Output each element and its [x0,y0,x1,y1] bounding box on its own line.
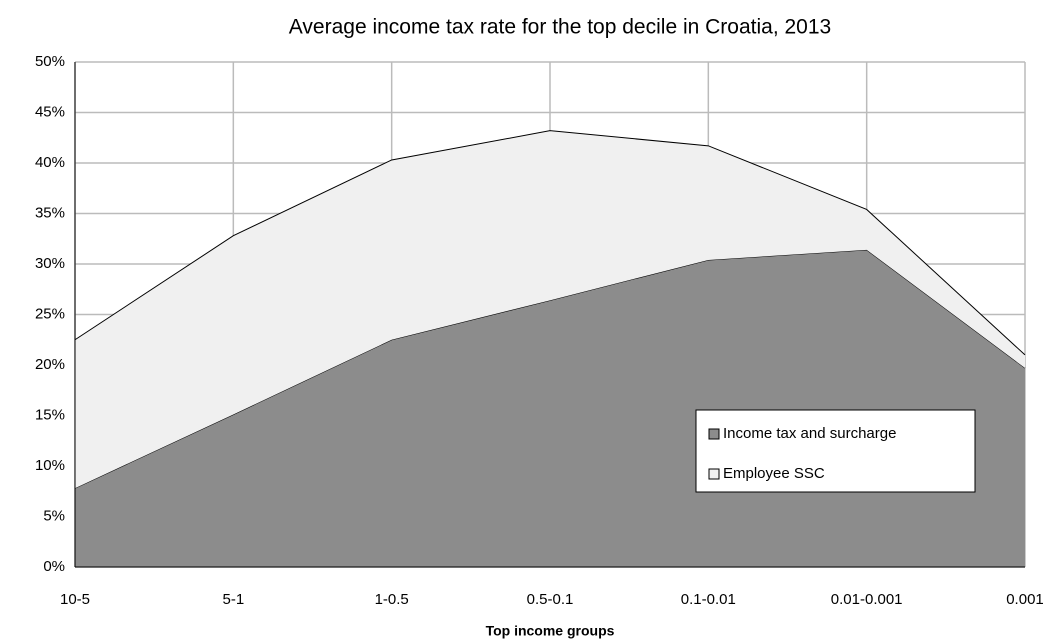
chart-title: Average income tax rate for the top deci… [289,16,831,39]
y-tick-label: 50% [35,53,65,70]
y-tick-label: 5% [43,507,65,524]
legend-swatch [708,468,720,480]
x-tick-label: 0.1-0.01 [681,591,736,608]
y-tick-label: 25% [35,305,65,322]
y-tick-label: 20% [35,356,65,373]
x-axis-title: Top income groups [486,623,615,639]
x-tick-label: 10-5 [60,591,90,608]
legend-box [695,409,976,493]
area-edge [74,130,1026,356]
x-tick-label: 1-0.5 [375,591,409,608]
y-tick-label: 30% [35,255,65,272]
x-tick-label: 5-1 [222,591,244,608]
legend-swatch [708,428,720,440]
area [75,130,1025,489]
legend: Income tax and surcharge Employee SSC [695,409,976,493]
legend-label: Employee SSC [723,465,825,482]
x-tick-label: 0.5-0.1 [527,591,574,608]
y-tick-label: 10% [35,457,65,474]
x-tick-label: 0.01-0.001 [831,591,903,608]
legend-label: Income tax and surcharge [723,425,896,442]
x-tick-label: 0.001 [1006,591,1044,608]
y-tick-label: 0% [43,558,65,575]
y-tick-label: 15% [35,406,65,423]
y-tick-label: 45% [35,103,65,120]
y-tick-label: 40% [35,154,65,171]
y-tick-label: 35% [35,204,65,221]
